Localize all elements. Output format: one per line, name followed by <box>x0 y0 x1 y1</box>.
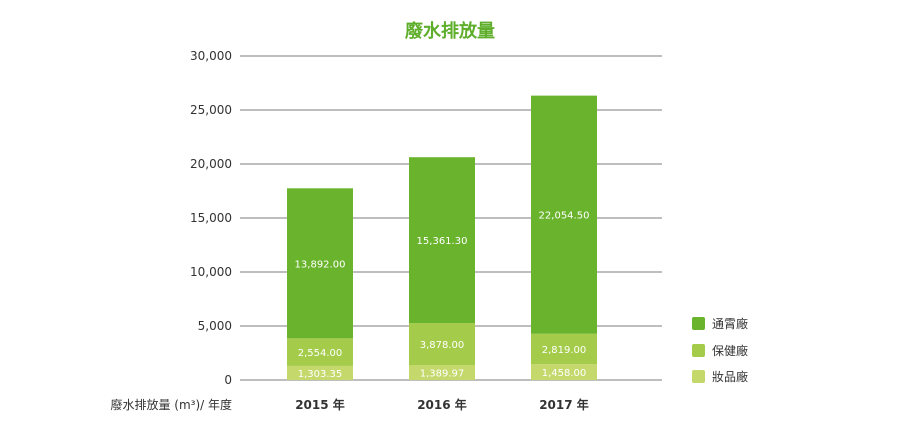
y-tick-label: 10,000 <box>190 265 232 279</box>
bar-segment <box>531 364 597 380</box>
legend-label: 妝品廠 <box>712 369 748 384</box>
y-tick-label: 20,000 <box>190 157 232 171</box>
bar-segment <box>531 333 597 365</box>
legend-swatch <box>692 317 705 330</box>
x-axis-label: 廢水排放量 (m³)/ 年度 <box>110 397 232 412</box>
bar-segment <box>409 364 475 380</box>
x-tick-label: 2016 年 <box>417 397 467 412</box>
data-label: 1,389.97 <box>420 368 465 379</box>
data-label: 2,819.00 <box>542 345 587 356</box>
y-tick-label: 0 <box>224 373 232 387</box>
data-label: 15,361.30 <box>417 236 468 247</box>
bar-segment <box>409 323 475 365</box>
chart-title: 廢水排放量 <box>405 20 495 42</box>
legend-label: 保健廠 <box>712 343 748 358</box>
data-label: 1,303.35 <box>298 369 343 380</box>
legend-swatch <box>692 370 705 383</box>
x-tick-label: 2015 年 <box>295 397 345 412</box>
bar-segment <box>287 338 353 366</box>
y-tick-label: 25,000 <box>190 103 232 117</box>
data-label: 13,892.00 <box>295 259 346 270</box>
labels-layer: 1,303.35 2,554.00 13,892.00 2015 年 1,389.97 3… <box>295 211 590 412</box>
data-label: 2,554.00 <box>298 348 343 359</box>
legend-label: 通霄廠 <box>712 316 748 331</box>
data-label: 1,458.00 <box>542 368 587 379</box>
y-tick-label: 5,000 <box>198 319 232 333</box>
x-tick-label: 2017 年 <box>539 397 589 412</box>
legend-swatch <box>692 344 705 357</box>
data-label: 3,878.00 <box>420 340 465 351</box>
data-label: 22,054.50 <box>539 211 590 222</box>
bar-segment <box>287 188 353 339</box>
bar-segment <box>531 95 597 334</box>
bar-segment <box>287 365 353 380</box>
y-tick-label: 30,000 <box>190 49 232 63</box>
bar-segment <box>409 157 475 324</box>
bars-layer <box>287 95 597 380</box>
y-tick-label: 15,000 <box>190 211 232 225</box>
